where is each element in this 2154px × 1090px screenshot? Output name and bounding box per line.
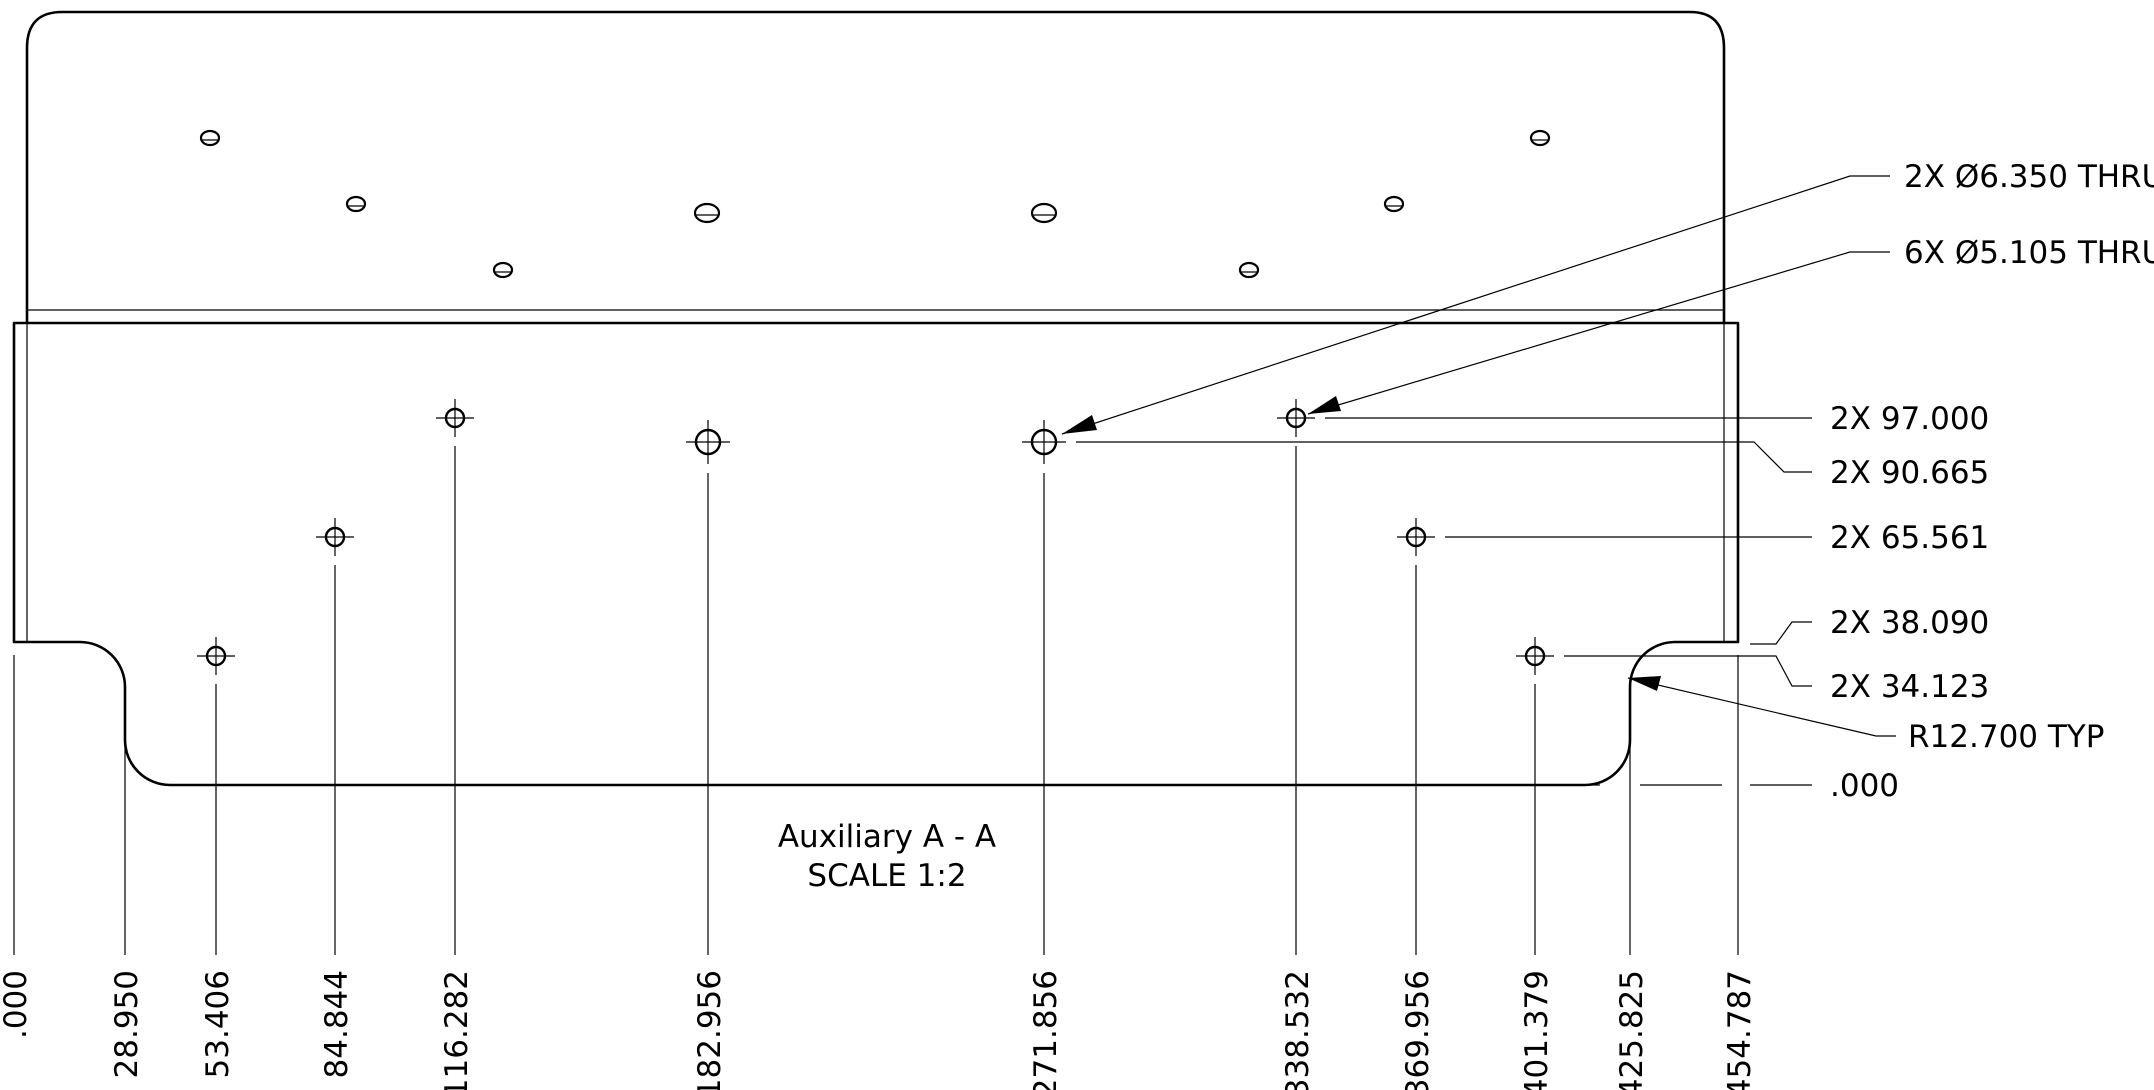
hole-small (197, 637, 235, 675)
hole-large (686, 420, 730, 464)
hole-small (1516, 637, 1554, 675)
hole-small (316, 518, 354, 556)
dim-label: 401.379 (1519, 970, 1555, 1090)
flange-slot (1383, 195, 1405, 213)
horizontal-ordinate-extension-lines (13, 446, 1739, 955)
dim-label: 28.950 (109, 970, 145, 1078)
dim-label: 2X 34.123 (1830, 669, 1989, 705)
hole-small (1277, 399, 1315, 437)
dim-label: 425.825 (1614, 970, 1650, 1090)
callout-hole-large: 2X Ø6.350 THRU (1904, 159, 2154, 195)
dim-label: 2X 38.090 (1830, 605, 1989, 641)
flange-outline (25, 10, 1726, 323)
callout-hole-small: 6X Ø5.105 THRU (1904, 235, 2154, 271)
flange-slot (1238, 261, 1260, 279)
dim-label: 53.406 (200, 970, 236, 1078)
dim-label: 271.856 (1028, 970, 1064, 1090)
leader-arrowhead (1062, 415, 1097, 434)
flange-slot (693, 202, 721, 224)
view-scale: SCALE 1:2 (807, 858, 966, 894)
dim-label: 116.282 (439, 970, 475, 1090)
dim-label: .000 (0, 970, 34, 1039)
plate-outline (12, 321, 1740, 787)
hole-small (1397, 518, 1435, 556)
horizontal-ordinate-labels: .000 28.950 53.406 84.844 116.282 182.95… (0, 970, 1758, 1090)
leader-arrowhead (1628, 676, 1661, 691)
callout-radius: R12.700 TYP (1908, 719, 2104, 755)
plate-holes (197, 399, 1554, 675)
dim-label: 2X 90.665 (1830, 455, 1989, 491)
flange-slot-holes (199, 129, 1551, 279)
hole-small (436, 399, 474, 437)
dim-label: 2X 65.561 (1830, 520, 1989, 556)
flange-slot (1030, 202, 1058, 224)
view-title: Auxiliary A - A (778, 819, 996, 855)
dim-label: .000 (1830, 768, 1899, 804)
hole-large (1022, 420, 1066, 464)
dim-label: 454.787 (1722, 970, 1758, 1090)
callout-leaders (1061, 175, 1896, 737)
dim-label: 338.532 (1280, 970, 1316, 1090)
flange-slot (492, 261, 514, 279)
flange-slot (345, 195, 367, 213)
dim-label: 369.956 (1400, 970, 1436, 1090)
flange-slot (1529, 129, 1551, 147)
leader-arrowhead (1308, 396, 1341, 414)
dim-label: 84.844 (319, 970, 355, 1078)
flange-slot (199, 129, 221, 147)
vertical-ordinate-labels: 2X 97.000 2X 90.665 2X 65.561 2X 38.090 … (1830, 401, 1989, 804)
dim-label: 2X 97.000 (1830, 401, 1989, 437)
dim-label: 182.956 (692, 970, 728, 1090)
vertical-ordinate-extension-lines (1076, 417, 1812, 786)
